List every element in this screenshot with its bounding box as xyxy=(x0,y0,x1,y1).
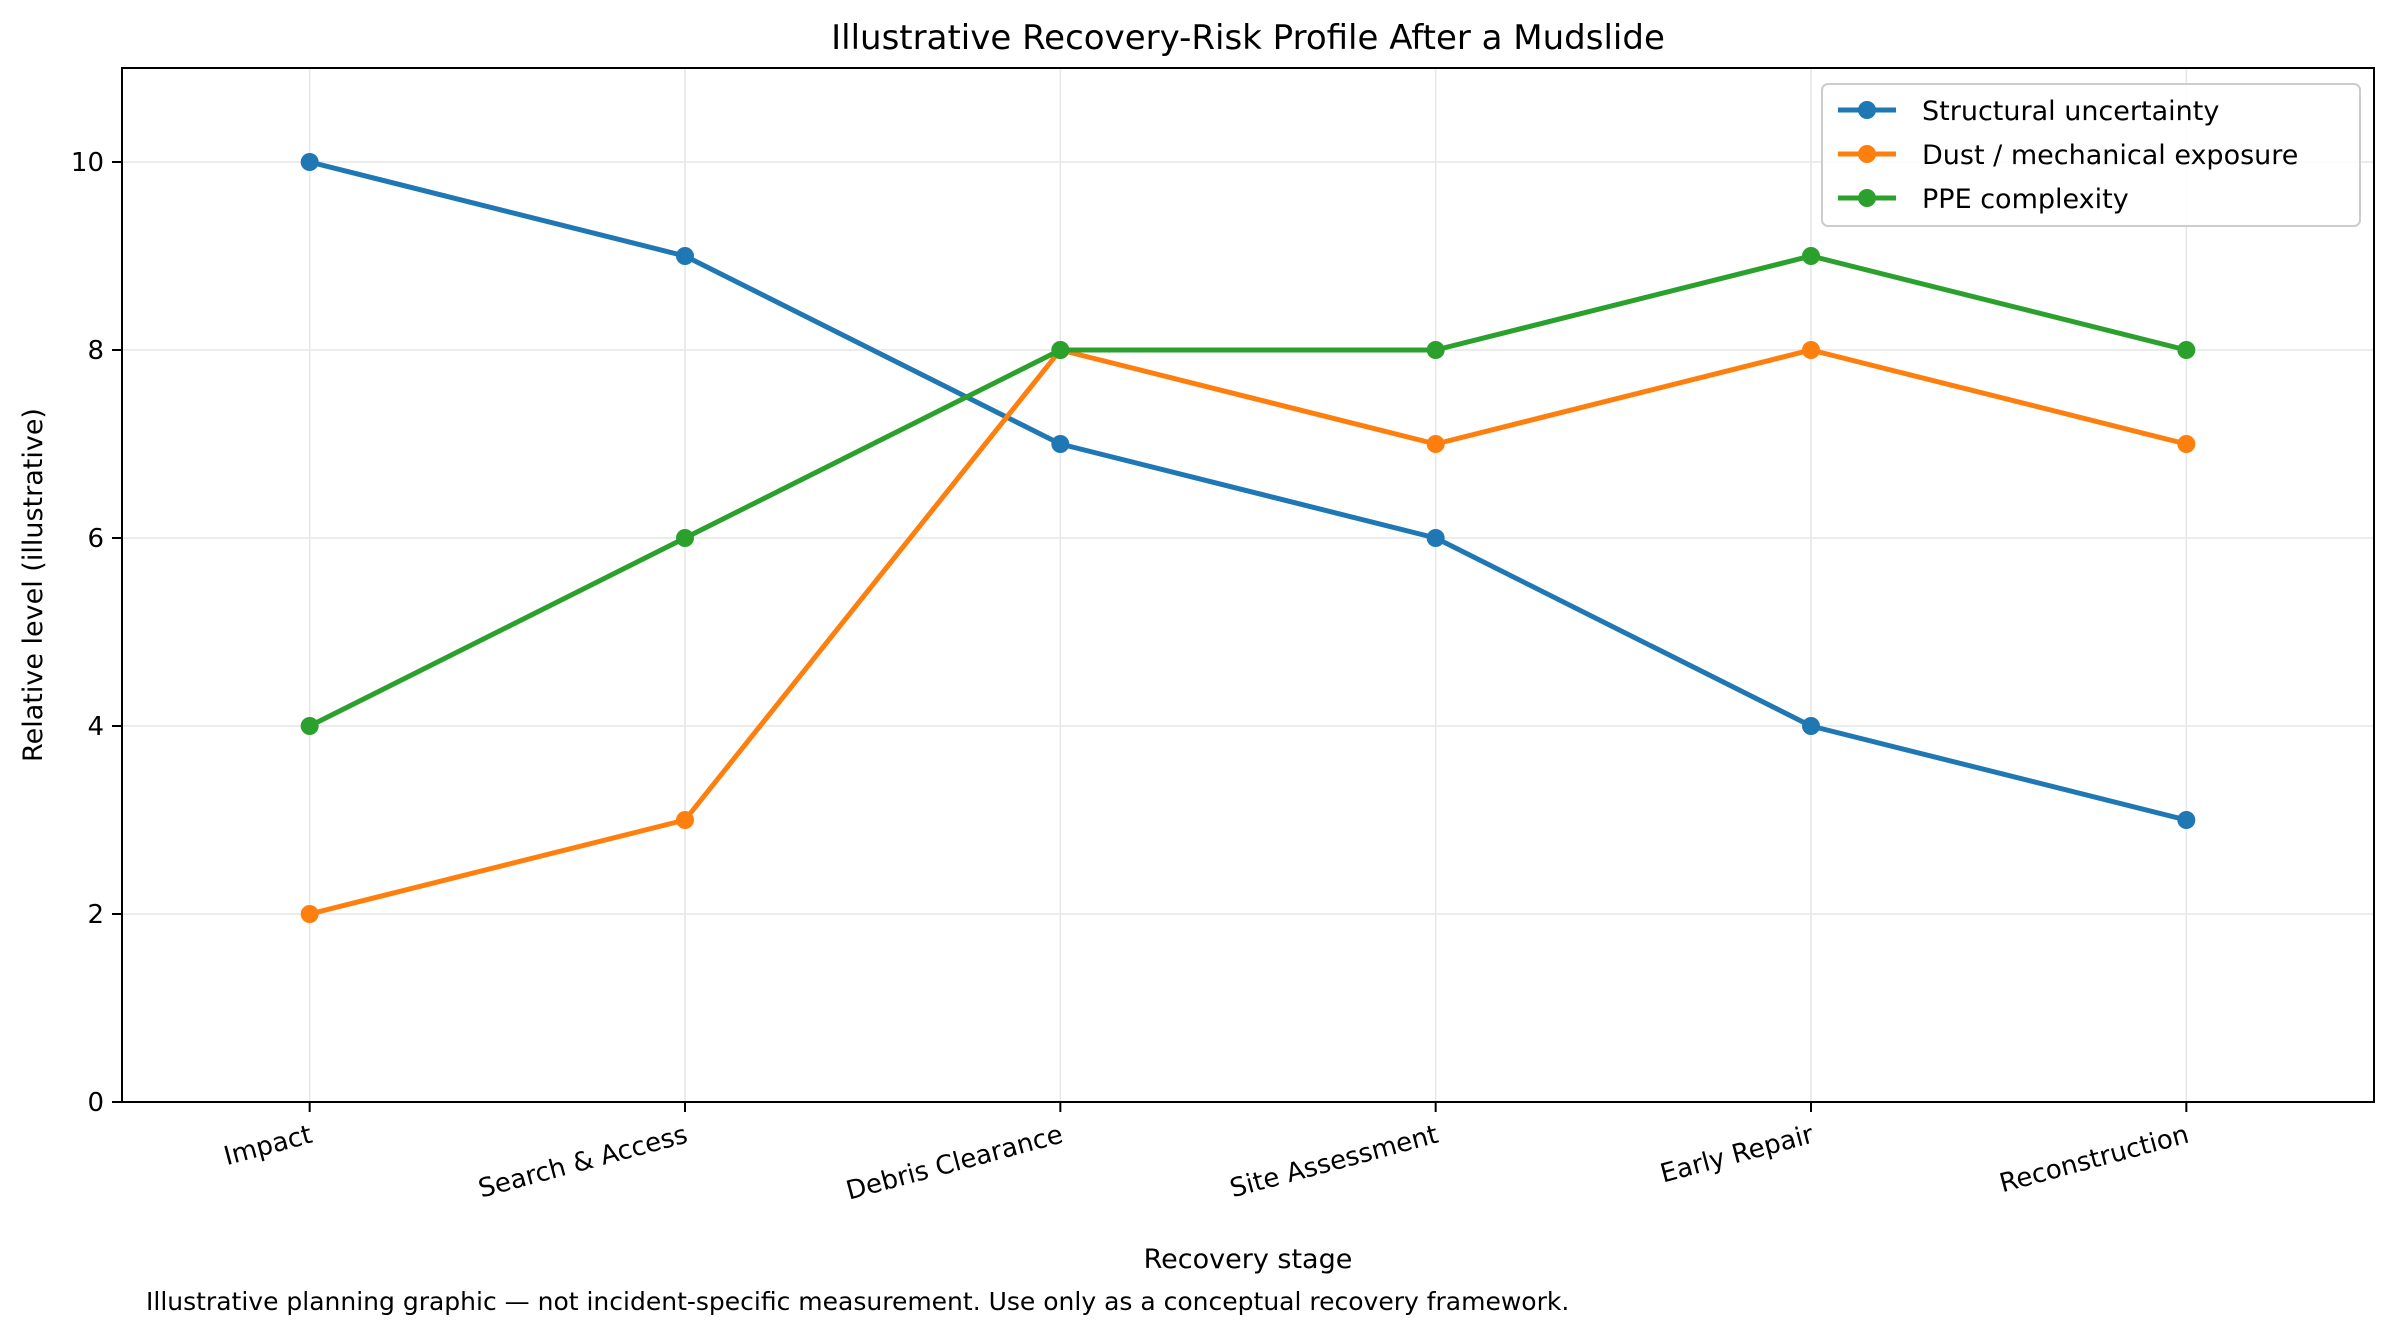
series-line-2 xyxy=(308,253,2187,729)
legend-label: Dust / mechanical exposure xyxy=(1922,140,2298,171)
legend: Structural uncertainty Dust / mechanical … xyxy=(1821,83,2361,227)
chart-title: Illustrative Recovery-Risk Profile After… xyxy=(831,18,1665,58)
y-tick-label: 6 xyxy=(87,524,104,554)
grid xyxy=(122,68,2374,1103)
legend-marker xyxy=(1858,145,1876,163)
y-tick-label: 0 xyxy=(87,1088,104,1118)
data-point xyxy=(1426,529,1445,547)
data-point xyxy=(2177,435,2196,453)
series-layer xyxy=(300,153,2196,923)
data-point xyxy=(2177,341,2196,359)
data-point xyxy=(676,247,694,265)
x-axis-title: Recovery stage xyxy=(1144,1244,1353,1275)
y-tick-label: 8 xyxy=(87,336,104,366)
data-point xyxy=(1802,341,1820,359)
legend-box xyxy=(1821,83,2361,227)
y-tick-label: 10 xyxy=(71,148,104,178)
data-point xyxy=(1051,435,1070,453)
legend-marker xyxy=(1858,101,1876,119)
data-point xyxy=(300,905,319,923)
plot-frame xyxy=(121,67,2375,1103)
data-point xyxy=(1426,435,1445,453)
data-point xyxy=(1426,341,1445,359)
y-axis-title: Relative level (illustrative) xyxy=(18,408,49,762)
series-line-1 xyxy=(309,347,2187,917)
data-point xyxy=(300,717,319,735)
data-point xyxy=(2177,811,2196,829)
data-point xyxy=(676,811,694,829)
footnote: Illustrative planning graphic — not inci… xyxy=(146,1287,1569,1316)
y-tick-label: 4 xyxy=(87,712,104,742)
legend-marker xyxy=(1858,189,1876,207)
y-tick-label: 2 xyxy=(87,900,104,930)
legend-label: PPE complexity xyxy=(1922,184,2129,215)
data-point xyxy=(676,529,694,547)
data-point xyxy=(1802,717,1820,735)
legend-label: Structural uncertainty xyxy=(1922,96,2219,127)
data-point xyxy=(300,153,319,171)
data-point xyxy=(1051,341,1070,359)
data-point xyxy=(1802,247,1820,265)
series-line-0 xyxy=(309,159,2187,823)
